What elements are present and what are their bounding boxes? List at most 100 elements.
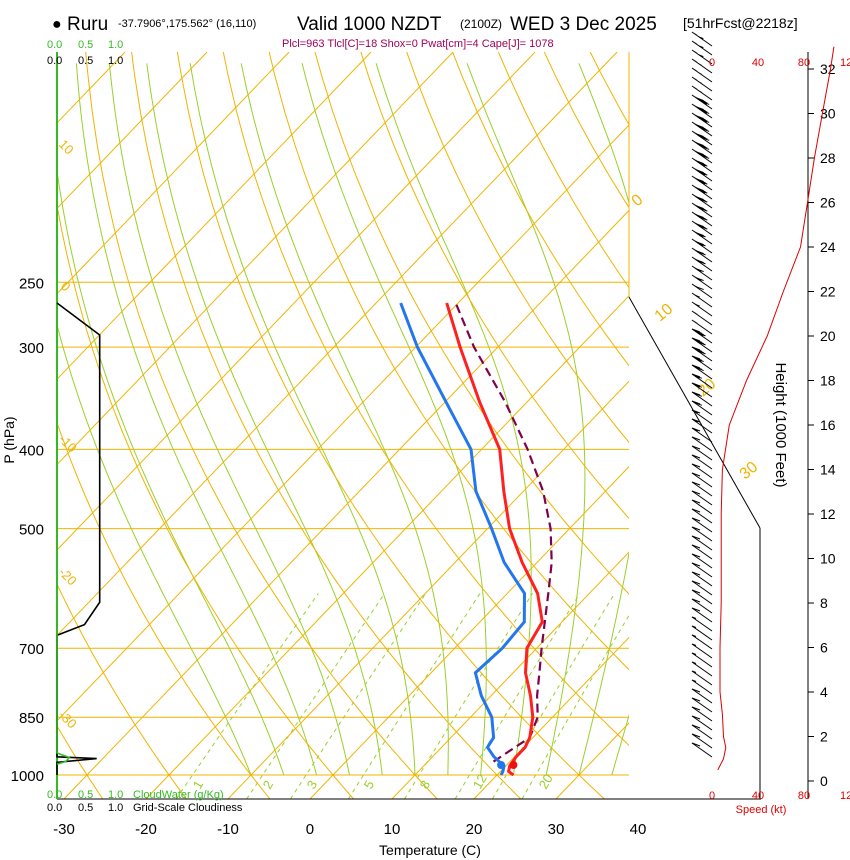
barb-half: [691, 679, 697, 682]
barb-full: [695, 115, 704, 120]
barb-pennant: [692, 275, 698, 278]
moist-adiabat-6: [146, 63, 383, 776]
barb-full: [699, 225, 708, 230]
barb-full: [695, 268, 704, 273]
wind-barb: [691, 31, 713, 47]
barb-full: [691, 607, 701, 612]
barb-full: [693, 356, 703, 361]
barb-full: [691, 400, 701, 405]
wind-barb: [691, 121, 713, 137]
mixing-ratio-lines: [175, 593, 643, 799]
speed-tick-bottom-40: 40: [752, 790, 764, 802]
barb-full: [691, 364, 701, 369]
barb-full: [699, 117, 708, 122]
pressure-label-700: 700: [19, 641, 44, 658]
dry-adiabat-90: [452, 52, 761, 518]
pressure-label-1000: 1000: [11, 768, 44, 785]
barb-half: [691, 643, 697, 646]
barb-full: [700, 100, 710, 105]
isotherm--110: [57, 52, 126, 124]
height-label-0: 0: [820, 773, 828, 789]
barb-full: [691, 445, 701, 450]
speed-tick-bottom-80: 80: [798, 790, 810, 802]
wind-barb: [691, 742, 713, 758]
barb-full: [697, 98, 706, 103]
height-label-30: 30: [820, 106, 836, 122]
wind-barb: [691, 103, 713, 119]
barb-pennant: [692, 302, 698, 305]
wind-barb: [691, 463, 713, 479]
barb-pennant: [692, 203, 698, 206]
barb-pennant: [692, 221, 698, 224]
barb-full: [700, 136, 710, 141]
wind-barb: [691, 310, 713, 326]
isotherm--60: [57, 52, 536, 551]
barb-staff: [691, 715, 713, 731]
wind-barb: [691, 94, 713, 110]
barb-staff: [691, 490, 713, 506]
barb-staff: [691, 625, 713, 641]
barb-staff: [691, 526, 713, 542]
wind-barb: [691, 616, 713, 632]
barb-full: [691, 355, 701, 360]
barb-pennant: [692, 122, 698, 125]
speed-tick-top-40: 40: [752, 57, 764, 69]
height-label-22: 22: [820, 284, 836, 300]
barb-pennant: [692, 68, 698, 71]
gs-scale-top-0: 0.0: [47, 55, 62, 67]
barb-staff: [691, 616, 713, 632]
speed-axis-label: Speed (kt): [736, 804, 787, 816]
barb-half: [691, 625, 697, 628]
barb-pennant: [692, 167, 698, 170]
wind-barb: [691, 409, 713, 425]
moist-adiabat-2: [108, 63, 350, 776]
barb-full: [699, 126, 708, 131]
barb-full: [691, 337, 701, 342]
mixing-ratio-2: [246, 593, 386, 799]
isotherm-label-left-10: 10: [56, 137, 77, 158]
wind-barb: [691, 517, 713, 533]
barb-pennant: [692, 131, 698, 134]
moist-adiabat-22: [375, 63, 532, 776]
height-label-2: 2: [820, 729, 828, 745]
barb-pennant: [692, 59, 698, 62]
barb-staff: [691, 58, 713, 74]
barb-half: [702, 120, 708, 123]
barb-full: [699, 153, 708, 158]
wind-barb: [691, 175, 713, 191]
barb-staff: [691, 301, 713, 317]
wind-panel-background: [629, 52, 761, 799]
barb-staff: [691, 652, 713, 668]
temp-label-40: 40: [630, 821, 647, 838]
barb-full: [697, 116, 706, 121]
mixing-ratio-label-12: 12: [470, 771, 490, 791]
wind-barb: [691, 472, 713, 488]
barb-half: [691, 670, 697, 673]
wind-barb: [691, 652, 713, 668]
height-label-8: 8: [820, 595, 828, 611]
sounding-indices: Plcl=963 Tlcl[C]=18 Shox=0 Pwat[cm]=4 Ca…: [282, 38, 554, 50]
wind-barb: [691, 265, 713, 281]
isotherm-label-left--10: -10: [56, 432, 80, 456]
cw-scale-top-1: 0.5: [78, 39, 93, 51]
dewpoint-line: [399, 302, 527, 776]
surface-temperature-marker: [509, 761, 518, 769]
temp-label--10: -10: [217, 821, 239, 838]
barb-full: [699, 108, 708, 113]
pressure-label-850: 850: [19, 710, 44, 727]
barb-staff: [691, 265, 713, 281]
barb-staff: [691, 481, 713, 497]
station-marker: ●: [52, 16, 62, 33]
wind-barb: [691, 553, 713, 569]
barb-full: [691, 391, 701, 396]
barb-half: [691, 634, 697, 637]
wind-barb: [691, 130, 713, 146]
grid-scale-cloudiness-line: [56, 302, 101, 775]
pressure-label-400: 400: [19, 442, 44, 459]
dry-adiabat--30: [57, 724, 104, 799]
barb-staff: [691, 697, 713, 713]
mixing-ratio-label-8: 8: [417, 778, 434, 792]
isotherm-20: [473, 499, 761, 799]
barb-full: [700, 154, 710, 159]
barb-staff: [691, 463, 713, 479]
